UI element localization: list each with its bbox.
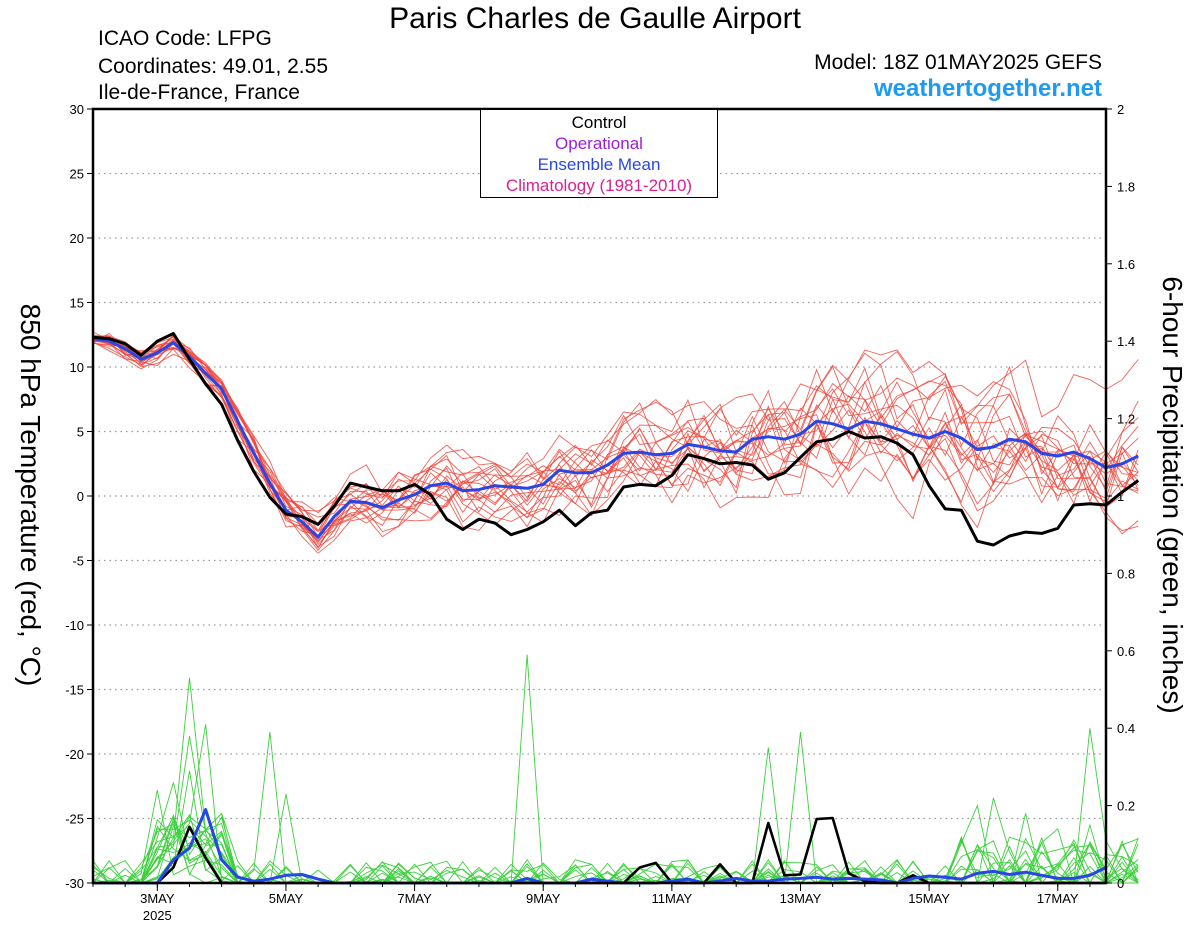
temperature-control-line [92,332,1140,547]
icao-code: ICAO Code: LFPG [98,27,272,50]
website-link[interactable]: weathertogether.net [873,75,1102,102]
model-run: Model: 18Z 01MAY2025 GEFS [814,51,1102,74]
y-tick-label-left: 15 [70,296,84,311]
y-tick-label-left: 30 [70,102,84,117]
y-tick-label-right: 0.2 [1117,799,1135,814]
y-tick-label-right: 1.6 [1117,257,1135,272]
temperature-member-line [92,342,1139,538]
y-tick-label-left: -30 [65,876,84,891]
x-tick-label: 15MAY [908,891,950,906]
x-tick-label: 9MAY [526,891,561,906]
temperature-member-line [92,335,1139,526]
legend-item-climatology: Climatology (1981-2010) [505,176,693,195]
precipitation-member-line [93,732,1139,885]
x-tick-label: 17MAY [1037,891,1079,906]
y-tick-label-left: 20 [70,231,84,246]
temperature-member-line [92,335,1139,543]
x-tick-sublabel: 2025 [143,908,172,923]
legend-item-ensemble-mean: Ensemble Mean [537,155,661,174]
y-tick-label-left: -10 [65,618,84,633]
y-tick-label-left: 10 [70,360,84,375]
y-tick-label-right: 1.4 [1117,334,1135,349]
x-tick-label: 3MAY [140,891,175,906]
legend-item-control: Control [571,113,627,132]
y-tick-label-right: 0.6 [1117,644,1135,659]
temperature-mean-line [92,337,1139,539]
precipitation-member-line [93,797,1139,884]
y-tick-label-right: 1.2 [1117,412,1135,427]
x-tick-label: 7MAY [397,891,432,906]
y-tick-label-left: 0 [77,489,84,504]
temperature-member-line [92,335,1139,546]
y-tick-label-right: 1 [1117,489,1124,504]
temperature-member-line [92,337,1139,549]
y-tick-label-right: 1.8 [1117,179,1135,194]
x-tick-label: 11MAY [652,891,693,906]
y-tick-label-left: -20 [65,747,84,762]
page-title: Paris Charles de Gaulle Airport [389,2,801,35]
y-tick-label-right: 0.8 [1117,566,1135,581]
precipitation-mean-line [93,808,1107,885]
temperature-member-line [92,335,1139,532]
temperature-member-line [92,333,1139,529]
coordinates: Coordinates: 49.01, 2.55 [98,55,328,78]
legend: Control Operational Ensemble Mean Climat… [480,109,718,198]
y-tick-label-left: -25 [65,812,84,827]
y-tick-label-right: 0.4 [1117,721,1135,736]
y-tick-label-right: 0 [1117,876,1124,891]
x-tick-label: 5MAY [269,891,304,906]
legend-item-operational: Operational [555,134,643,153]
y-tick-label-left: -15 [65,683,84,698]
region: Ile-de-France, France [98,81,300,104]
y-tick-label-right: 2 [1117,102,1124,117]
precipitation-member-line [93,793,1139,884]
y-tick-label-left: 5 [77,425,84,440]
y-tick-label-left: 25 [70,167,84,182]
x-tick-label: 13MAY [780,891,822,906]
precipitation-member-line [93,790,1139,884]
y-tick-label-left: -5 [72,554,84,569]
